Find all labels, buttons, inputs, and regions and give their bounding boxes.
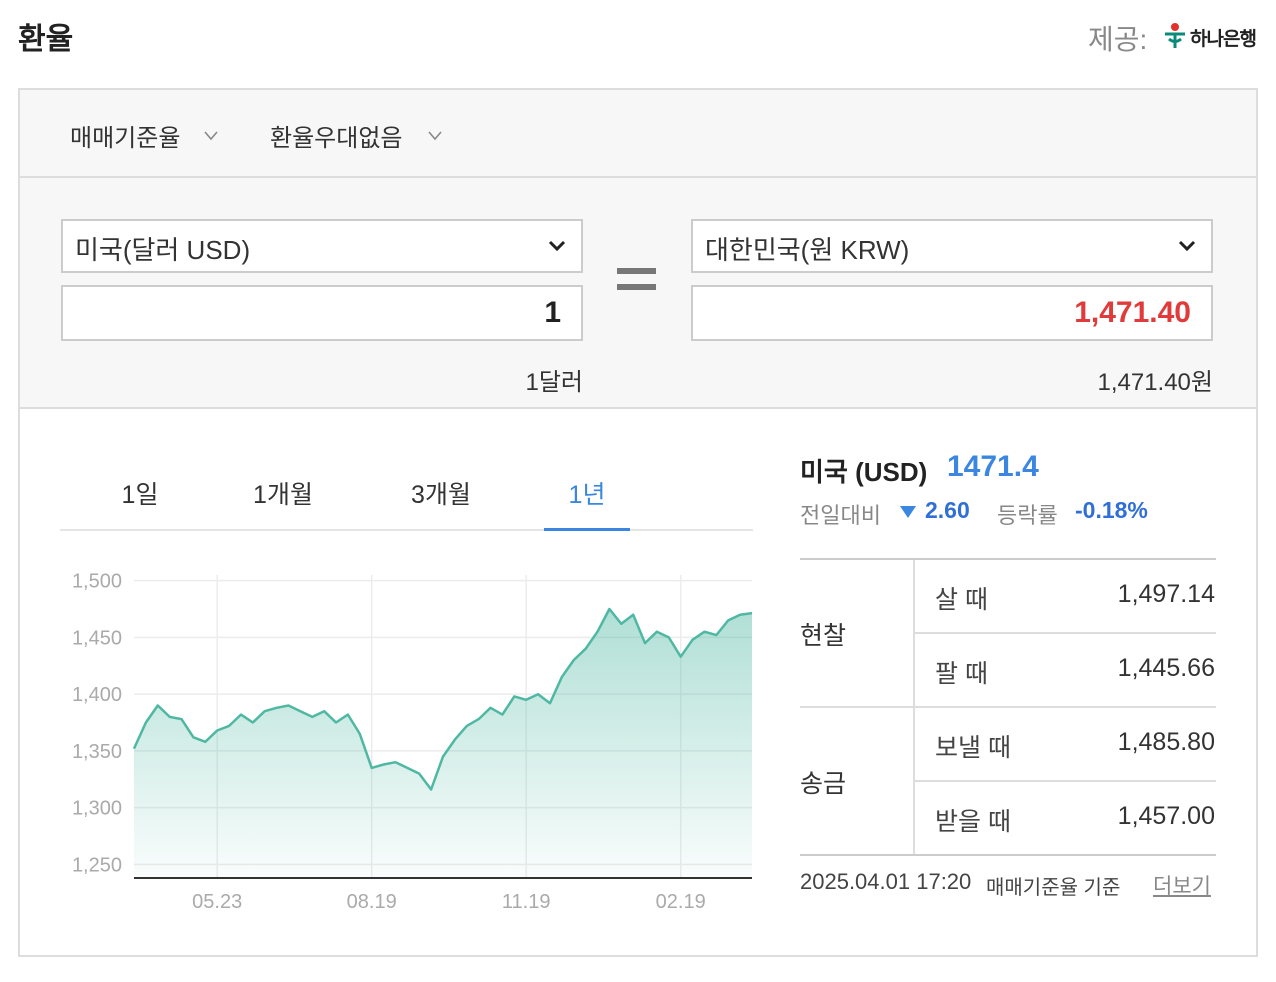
amount-text: 1달러 bbox=[525, 369, 583, 396]
row-label: 보낼 때 bbox=[935, 734, 1011, 762]
page-title: 환율 bbox=[18, 23, 74, 56]
row-divider bbox=[913, 632, 1216, 634]
caret bbox=[1178, 240, 1196, 252]
row-label: 받을 때 bbox=[935, 808, 1011, 836]
x-tick-label: 02.19 bbox=[656, 891, 706, 913]
row-value: 1,497.14 bbox=[1117, 580, 1215, 608]
currency-name: 대한민국(원 KRW) bbox=[705, 235, 910, 265]
period-tab[interactable]: 1개월 bbox=[253, 481, 313, 509]
table-border bbox=[800, 558, 1216, 560]
line bbox=[132, 607, 753, 791]
period-tab[interactable]: 1일 bbox=[121, 481, 159, 509]
group-label: 송금 bbox=[800, 770, 847, 798]
basis: 매매기준율 기준 bbox=[986, 877, 1121, 899]
currency-select[interactable] bbox=[691, 219, 1213, 273]
amount-input[interactable] bbox=[61, 285, 583, 341]
more-link[interactable]: 더보기 bbox=[1153, 875, 1211, 898]
row-value: 1,457.00 bbox=[1117, 802, 1215, 830]
currency-name: 미국(달러 USD) bbox=[75, 235, 251, 265]
col-divider bbox=[913, 560, 915, 854]
table-border bbox=[800, 854, 1216, 856]
option-tab[interactable]: 환율우대없음 bbox=[270, 125, 403, 152]
equals-sign bbox=[617, 268, 656, 274]
change-label: 전일대비 bbox=[800, 503, 881, 528]
y-tick-label: 1,500 bbox=[72, 571, 122, 593]
provider-name: 하나은행 bbox=[1190, 29, 1257, 50]
y-tick-label: 1,400 bbox=[72, 684, 122, 706]
active-underline bbox=[544, 528, 630, 531]
amount-input[interactable] bbox=[691, 285, 1213, 341]
y-tick-label: 1,350 bbox=[72, 741, 122, 763]
amount: 1,471.40 bbox=[1074, 296, 1191, 329]
row-label: 팔 때 bbox=[935, 660, 988, 688]
tab-divider bbox=[60, 529, 753, 531]
group-label: 현찰 bbox=[800, 622, 847, 650]
chart: 1,250 1,300 1,350 1,400 1,450 1,500 05.23 08.19… bbox=[72, 571, 753, 913]
amount: 1 bbox=[544, 296, 561, 329]
y-tick-label: 1,250 bbox=[72, 854, 122, 876]
y-tick-label: 1,450 bbox=[72, 627, 122, 649]
provider-label: 제공: bbox=[1088, 24, 1148, 55]
period-tab[interactable]: 3개월 bbox=[411, 481, 471, 509]
x-tick-label: 05.23 bbox=[192, 891, 242, 913]
timestamp: 2025.04.01 17:20 bbox=[800, 869, 972, 894]
equals-sign bbox=[617, 284, 656, 290]
rate-change: -0.18% bbox=[1075, 497, 1148, 523]
y-tick-label: 1,300 bbox=[72, 798, 122, 820]
x-tick-label: 08.19 bbox=[347, 891, 397, 913]
currency-select[interactable] bbox=[61, 219, 583, 273]
down-arrow bbox=[900, 506, 916, 518]
row-divider bbox=[800, 706, 1216, 708]
row-label: 살 때 bbox=[935, 586, 988, 614]
caret bbox=[548, 240, 566, 252]
chevron bbox=[204, 131, 218, 141]
provider-logo bbox=[1165, 23, 1185, 48]
chevron bbox=[428, 131, 442, 141]
period-tab[interactable]: 1년 bbox=[568, 481, 606, 509]
row-value: 1,445.66 bbox=[1117, 654, 1215, 682]
area-fill bbox=[134, 609, 752, 878]
panel bbox=[18, 88, 1258, 957]
row-value: 1,485.80 bbox=[1117, 728, 1215, 756]
row-divider bbox=[913, 780, 1216, 782]
x-tick-label: 11.19 bbox=[502, 891, 551, 913]
option-tab[interactable]: 매매기준율 bbox=[70, 125, 181, 152]
amount-text: 1,471.40원 bbox=[1097, 369, 1213, 396]
change: 2.60 bbox=[925, 497, 970, 523]
country: 미국 (USD) bbox=[800, 457, 928, 487]
rate-label: 등락률 bbox=[997, 503, 1058, 528]
option-bar bbox=[20, 90, 1256, 178]
rate: 1471.4 bbox=[947, 450, 1039, 483]
